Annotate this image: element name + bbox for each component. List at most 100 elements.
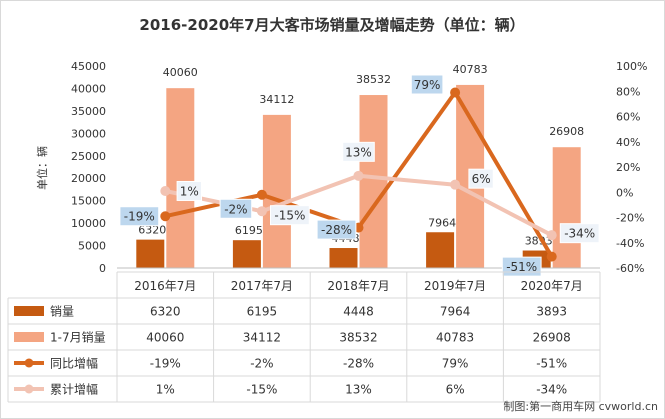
right-tick-label: 80%	[616, 85, 640, 98]
table-cell: 26908	[533, 331, 571, 345]
bar-label-sales: 7964	[428, 216, 456, 229]
left-tick-label: 45000	[71, 60, 106, 73]
label-yoy: -28%	[321, 223, 352, 237]
left-tick-label: 5000	[78, 240, 106, 253]
point-cumulative	[160, 185, 171, 196]
left-tick-label: 35000	[71, 105, 106, 118]
right-axis: -60% -40% -20% 0% 20% 40% 60% 80% 100%	[616, 60, 647, 275]
label-yoy: -51%	[506, 260, 537, 274]
bar-sales	[329, 248, 358, 268]
legend-label: 销量	[50, 305, 74, 319]
table-cell: -34%	[536, 383, 567, 397]
bar-cumulative	[552, 147, 581, 268]
point-cumulative	[353, 170, 364, 181]
table-cell: 7964	[440, 305, 471, 319]
legend-swatch	[14, 306, 44, 316]
point-cumulative	[450, 179, 461, 190]
point-yoy	[256, 189, 267, 200]
category-label: 2020年7月	[521, 279, 583, 293]
bar-label-cumulative: 34112	[259, 93, 294, 106]
table-cell: 6195	[247, 305, 278, 319]
table-cell: -15%	[246, 383, 277, 397]
left-tick-label: 15000	[71, 195, 106, 208]
right-tick-label: 60%	[616, 111, 640, 124]
table-cell: -2%	[250, 357, 273, 371]
right-tick-label: 40%	[616, 136, 640, 149]
right-tick-label: 20%	[616, 161, 640, 174]
left-tick-label: 10000	[71, 217, 106, 230]
label-yoy-box	[501, 256, 542, 277]
label-cumulative-box	[176, 180, 203, 201]
left-tick-label: 40000	[71, 82, 106, 95]
label-yoy: -19%	[124, 210, 155, 224]
legend-label: 累计增幅	[50, 382, 98, 397]
bar-sales	[426, 232, 455, 268]
table-cell: 13%	[345, 383, 372, 397]
left-tick-label: 20000	[71, 172, 106, 185]
left-axis: 0 5000 10000 15000 20000 25000 30000 35000 40000…	[71, 60, 106, 275]
percent-labels: -19% -2% -28% 79% -51% 1% -15% 13% 6% -34%	[119, 74, 600, 277]
right-tick-label: 0%	[616, 186, 633, 199]
label-yoy-box	[219, 198, 253, 219]
label-cumulative: -15%	[274, 209, 305, 223]
label-cumulative-box	[270, 205, 310, 226]
bar-cumulative	[359, 95, 388, 268]
left-tick-label: 25000	[71, 150, 106, 163]
legend-label: 同比增幅	[50, 356, 98, 371]
table-cell: 6%	[446, 383, 465, 397]
table-cell: 4448	[343, 305, 374, 319]
bar-series	[117, 84, 600, 269]
table-cell: -19%	[150, 357, 181, 371]
category-label: 2017年7月	[231, 279, 293, 293]
legend-label: 1-7月销量	[50, 331, 106, 345]
point-cumulative	[546, 230, 557, 241]
right-tick-label: -20%	[616, 212, 644, 225]
right-tick-label: -60%	[616, 262, 644, 275]
table-cell: 3893	[536, 305, 567, 319]
label-cumulative-box	[342, 141, 375, 162]
label-cumulative: -34%	[564, 227, 595, 241]
point-yoy	[160, 211, 171, 222]
y-axis-label: 单位：辆	[35, 146, 49, 190]
table-cell: 1%	[156, 383, 175, 397]
label-cumulative: 1%	[180, 184, 199, 198]
table-cell: -51%	[536, 357, 567, 371]
label-yoy-box	[119, 206, 160, 227]
point-yoy	[546, 251, 557, 262]
legend-marker	[24, 384, 34, 394]
label-cumulative-box	[468, 168, 494, 189]
table-cell: 79%	[442, 357, 469, 371]
table-cell: 34112	[243, 331, 281, 345]
table-cell: 6320	[150, 305, 181, 319]
label-yoy: 79%	[414, 78, 441, 92]
legend-swatch	[14, 332, 44, 342]
left-tick-label: 0	[99, 262, 106, 275]
legend-marker	[24, 358, 34, 368]
table-cell: 38532	[339, 331, 377, 345]
bar-sales	[136, 239, 165, 268]
label-cumulative: 13%	[345, 145, 372, 159]
right-tick-label: -40%	[616, 237, 644, 250]
label-cumulative-box	[559, 223, 600, 244]
category-label: 2018年7月	[327, 279, 389, 293]
credit-text: 制图:第一商用车网 cvworld.cn	[503, 399, 658, 413]
right-tick-label: 100%	[616, 60, 647, 73]
label-yoy: -2%	[224, 202, 247, 216]
category-label: 2016年7月	[134, 279, 196, 293]
chart-title: 2016-2020年7月大客市场销量及增幅走势（单位：辆）	[139, 16, 524, 34]
bar-cumulative	[166, 88, 195, 268]
bar-cumulative	[262, 114, 291, 268]
category-label: 2019年7月	[424, 279, 486, 293]
table-cell: -28%	[343, 357, 374, 371]
label-yoy-box	[316, 219, 357, 240]
bar-label-cumulative: 38532	[356, 73, 391, 86]
bar-sales	[232, 240, 261, 268]
bar-label-cumulative: 40060	[163, 66, 198, 79]
label-yoy-box	[410, 74, 444, 95]
table-cell: 40783	[436, 331, 474, 345]
left-tick-label: 30000	[71, 127, 106, 140]
bar-label-cumulative: 40783	[453, 63, 488, 76]
table-cell: 40060	[146, 331, 184, 345]
